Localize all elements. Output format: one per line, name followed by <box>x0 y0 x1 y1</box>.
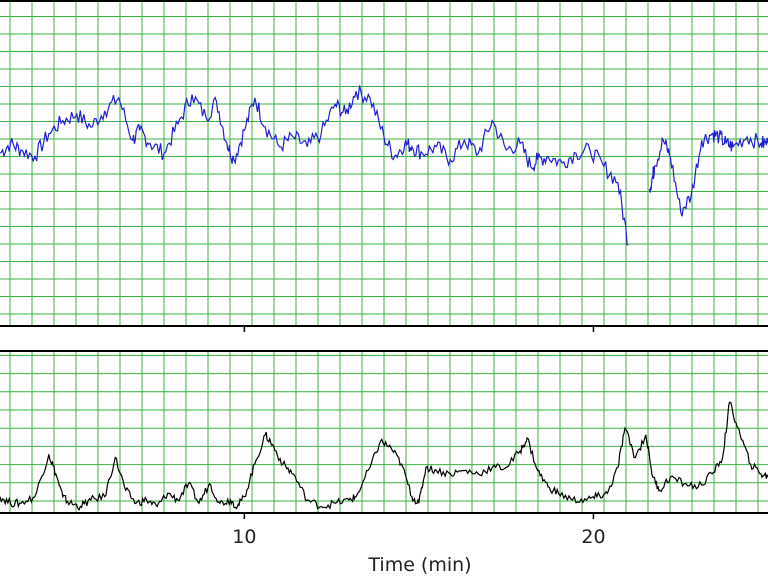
bottom-panel-series-line <box>0 401 768 512</box>
x-axis-label: Time (min) <box>367 554 471 576</box>
bottom-panel-series-group <box>0 401 768 512</box>
x-tick-label: 10 <box>232 526 256 548</box>
top-panel-series-line <box>0 85 768 246</box>
top-panel <box>0 0 768 332</box>
x-tick-label: 20 <box>581 526 605 548</box>
bottom-panel-frame <box>0 350 768 514</box>
bottom-panel-grid <box>0 350 768 513</box>
top-panel-frame <box>0 0 768 327</box>
top-panel-grid <box>0 0 768 326</box>
bottom-panel-ticks: 10 20 <box>232 513 606 548</box>
bottom-panel: 10 20 <box>0 350 768 548</box>
top-panel-series-group <box>0 85 768 246</box>
